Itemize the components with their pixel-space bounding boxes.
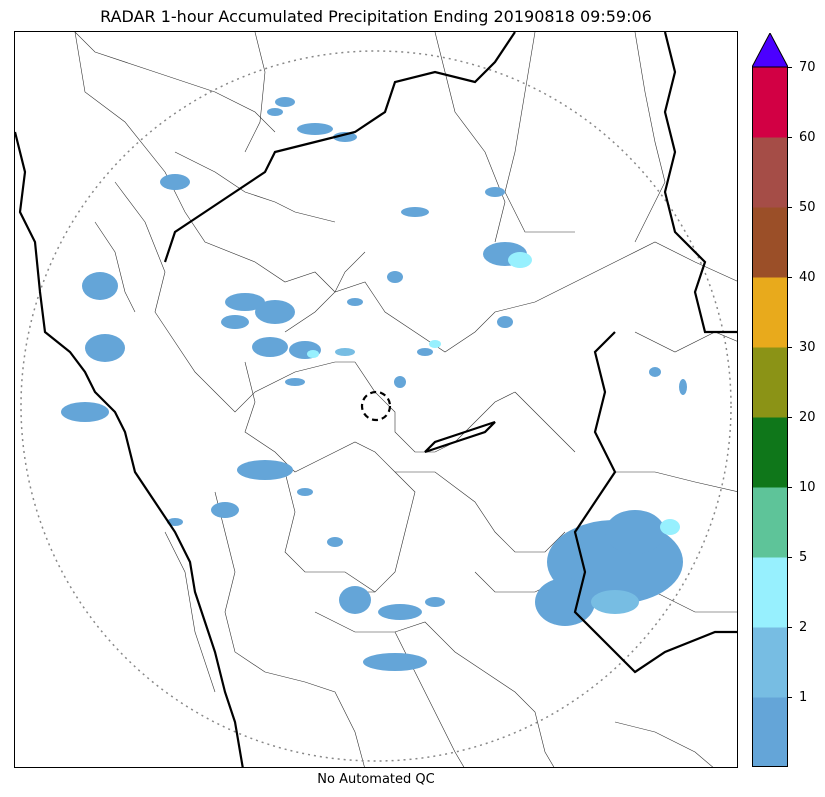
colorbar-tick-label: 40 [799, 270, 816, 285]
colorbar-tick-label: 1 [799, 690, 808, 705]
state-boundaries [15, 32, 737, 767]
colorbar-bin [752, 277, 788, 348]
colorbar-frame [752, 66, 788, 767]
colorbar-tick-mark [788, 207, 792, 208]
colorbar-tick-label: 30 [799, 340, 816, 355]
colorbar-tick-mark [788, 627, 792, 628]
colorbar-tick-label: 60 [799, 130, 816, 145]
district-boundaries [74, 32, 737, 767]
colorbar-tick-mark [788, 277, 792, 278]
qc-note: No Automated QC [317, 772, 435, 787]
colorbar-tick-mark [788, 557, 792, 558]
colorbar-tick-mark [788, 67, 792, 68]
colorbar-bin [752, 417, 788, 488]
chart-title: RADAR 1-hour Accumulated Precipitation E… [100, 7, 652, 26]
colorbar-bin [752, 557, 788, 628]
colorbar-extend-arrow [752, 33, 788, 68]
colorbar-bin [752, 627, 788, 698]
colorbar-tick-label: 5 [799, 550, 808, 565]
range-ring [20, 50, 732, 762]
colorbar-tick-label: 2 [799, 620, 808, 635]
colorbar-bin [752, 347, 788, 418]
colorbar-tick-mark [788, 697, 792, 698]
colorbar-tick-mark [788, 347, 792, 348]
colorbar-tick-mark [788, 417, 792, 418]
colorbar-tick-mark [788, 487, 792, 488]
colorbar-bin [752, 207, 788, 278]
colorbar-tick-mark [788, 137, 792, 138]
colorbar-bin [752, 67, 788, 138]
colorbar-tick-label: 50 [799, 200, 816, 215]
colorbar-tick-label: 10 [799, 480, 816, 495]
colorbar-tick-label: 70 [799, 60, 816, 75]
colorbar-bin [752, 697, 788, 767]
colorbar-tick-label: 20 [799, 410, 816, 425]
radar-map [14, 31, 738, 768]
colorbar-bin [752, 137, 788, 208]
colorbar-bin [752, 487, 788, 558]
precipitation-echoes [61, 97, 687, 671]
radar-map-canvas [15, 32, 737, 767]
colorbar [752, 33, 788, 767]
